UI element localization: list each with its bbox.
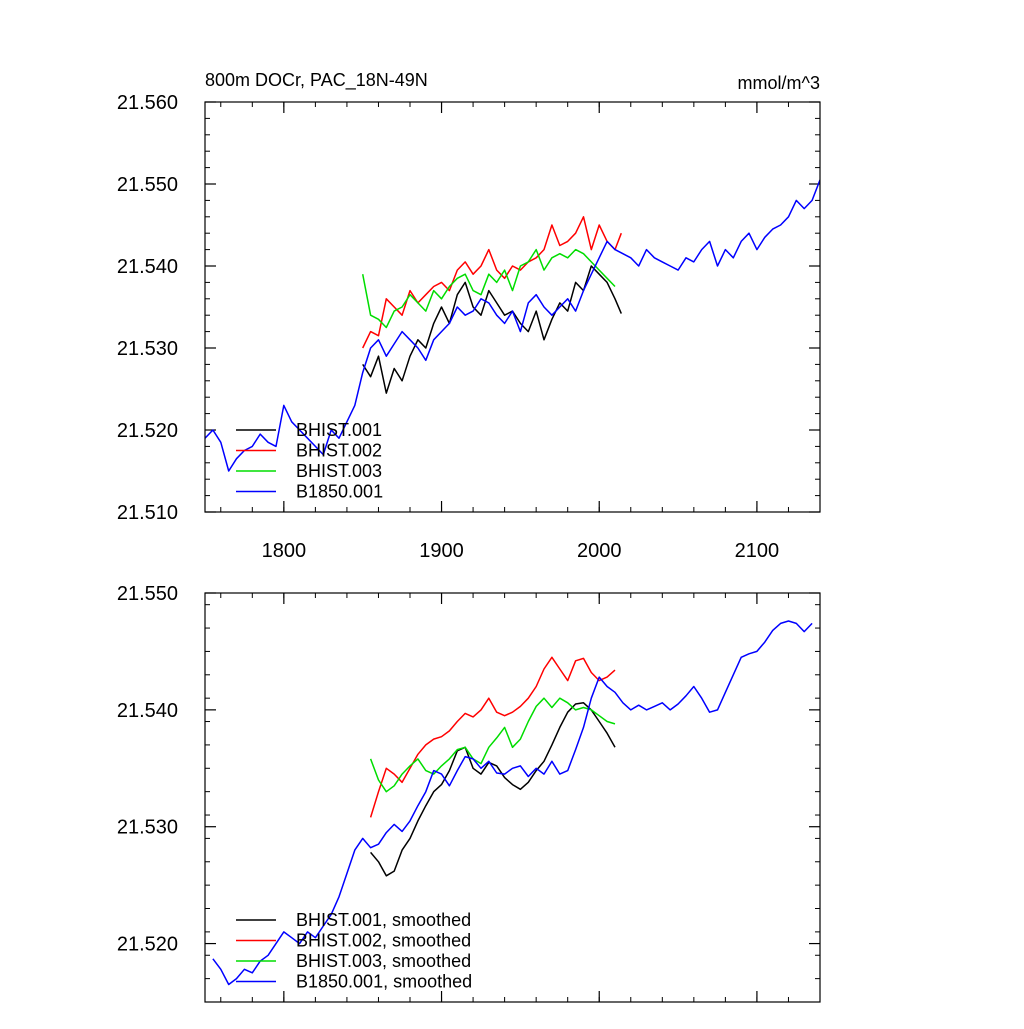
x-tick-label: 2100 <box>735 540 780 562</box>
y-tick-label: 21.550 <box>117 583 178 605</box>
y-tick-label: 21.530 <box>117 817 178 839</box>
chart-panel-1: 1800 1900 2000 2100 21.510 21.520 21.530 21.540… <box>117 70 821 562</box>
legend-label: B1850.001, smoothed <box>296 972 472 992</box>
legend-label: BHIST.001, smoothed <box>296 910 471 930</box>
legend-label: B1850.001 <box>296 482 383 502</box>
series-line-bhist-003 <box>361 248 616 329</box>
series-line-b1850-001 <box>205 179 820 472</box>
y-tick-label: 21.540 <box>117 256 178 278</box>
units-label: mmol/m^3 <box>738 73 820 93</box>
chart-panel-2: 21.520 21.530 21.540 21.550 BHIST.001, smoot… <box>117 583 821 1003</box>
series-line-bhist-001-smoothed <box>370 702 616 877</box>
series-group <box>212 620 813 986</box>
plot-frame <box>204 101 821 513</box>
y-tick-label: 21.560 <box>117 92 178 114</box>
legend-label: BHIST.001 <box>296 420 382 440</box>
y-tick-label: 21.530 <box>117 338 178 360</box>
plot-frame <box>204 592 821 1003</box>
y-tick-label: 21.520 <box>117 420 178 442</box>
y-tick-label: 21.520 <box>117 934 178 956</box>
series-line-bhist-002-smoothed <box>369 656 616 818</box>
x-tick-label: 1800 <box>262 540 307 562</box>
series-line-bhist-002 <box>362 216 623 349</box>
legend-label: BHIST.003, smoothed <box>296 951 471 971</box>
chart-title: 800m DOCr, PAC_18N-49N <box>205 70 428 91</box>
series-line-bhist-003-smoothed <box>369 697 616 793</box>
x-tick-label: 1900 <box>419 540 464 562</box>
legend-label: BHIST.002 <box>296 441 382 461</box>
y-tick-label: 21.550 <box>117 174 178 196</box>
series-line-bhist-001 <box>362 265 622 394</box>
series-group <box>205 179 820 472</box>
legend-label: BHIST.002, smoothed <box>296 931 471 951</box>
legend-label: BHIST.003 <box>296 461 382 481</box>
y-tick-label: 21.510 <box>117 502 178 524</box>
x-tick-label: 2000 <box>577 540 622 562</box>
y-tick-label: 21.540 <box>117 700 178 722</box>
series-line-b1850-001-smoothed <box>212 620 813 986</box>
